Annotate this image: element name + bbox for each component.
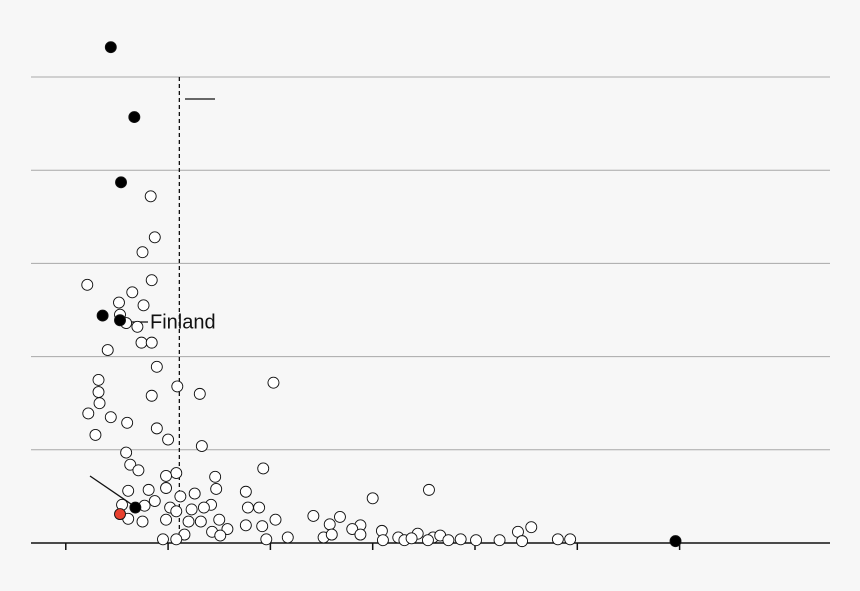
point bbox=[470, 534, 482, 547]
point bbox=[170, 533, 183, 546]
point bbox=[209, 470, 222, 483]
point bbox=[210, 482, 223, 495]
point bbox=[162, 433, 175, 446]
point bbox=[132, 464, 145, 477]
point bbox=[171, 380, 184, 393]
point bbox=[160, 469, 172, 482]
point bbox=[89, 428, 102, 441]
point bbox=[260, 533, 273, 546]
point bbox=[423, 483, 435, 496]
point bbox=[269, 513, 282, 526]
point bbox=[525, 521, 538, 534]
point bbox=[193, 387, 206, 400]
point bbox=[101, 344, 114, 357]
point bbox=[454, 533, 467, 546]
annotation-leader bbox=[89, 475, 135, 507]
point bbox=[136, 515, 149, 528]
point bbox=[114, 508, 126, 521]
point bbox=[82, 407, 95, 420]
point bbox=[92, 373, 105, 386]
point bbox=[120, 446, 133, 459]
point bbox=[170, 467, 183, 480]
point bbox=[93, 397, 106, 410]
point bbox=[257, 462, 270, 475]
point bbox=[92, 386, 105, 398]
point bbox=[96, 309, 109, 322]
point bbox=[114, 314, 126, 327]
point bbox=[145, 389, 158, 402]
point bbox=[121, 416, 134, 429]
point bbox=[197, 501, 210, 514]
point bbox=[126, 286, 139, 299]
point bbox=[160, 482, 172, 494]
point bbox=[182, 515, 195, 528]
point bbox=[113, 296, 125, 309]
point bbox=[253, 501, 266, 514]
point bbox=[170, 505, 183, 518]
point bbox=[267, 376, 280, 389]
point bbox=[323, 518, 336, 531]
point bbox=[150, 360, 163, 373]
point bbox=[160, 513, 172, 526]
point bbox=[81, 278, 94, 291]
point bbox=[131, 320, 144, 333]
point bbox=[213, 513, 226, 526]
point bbox=[551, 533, 564, 546]
point bbox=[281, 531, 294, 544]
point bbox=[194, 515, 207, 528]
point bbox=[148, 231, 161, 244]
point bbox=[366, 492, 379, 505]
point bbox=[669, 535, 682, 548]
point bbox=[307, 510, 320, 522]
point bbox=[185, 503, 198, 516]
point bbox=[421, 534, 434, 547]
point bbox=[157, 533, 169, 546]
point bbox=[174, 490, 187, 503]
point bbox=[144, 190, 157, 203]
point bbox=[334, 510, 346, 523]
point bbox=[376, 534, 389, 547]
point bbox=[124, 458, 137, 471]
point bbox=[325, 528, 338, 541]
point bbox=[142, 483, 155, 496]
point bbox=[129, 501, 142, 514]
point bbox=[564, 533, 577, 546]
point bbox=[354, 528, 367, 541]
point bbox=[516, 535, 529, 548]
point bbox=[135, 336, 148, 349]
point bbox=[256, 520, 269, 533]
point bbox=[122, 484, 135, 497]
point bbox=[188, 487, 201, 500]
point bbox=[442, 534, 455, 547]
point bbox=[346, 523, 359, 535]
point bbox=[195, 440, 208, 453]
annotation: Finland bbox=[150, 311, 216, 333]
point bbox=[241, 501, 254, 514]
point bbox=[136, 246, 149, 259]
point bbox=[145, 274, 158, 287]
point bbox=[239, 485, 252, 498]
point bbox=[493, 534, 506, 547]
point bbox=[214, 529, 227, 542]
point bbox=[104, 41, 117, 54]
point bbox=[239, 519, 252, 532]
point bbox=[128, 111, 141, 124]
point bbox=[137, 299, 150, 312]
point bbox=[150, 422, 163, 435]
point bbox=[145, 336, 158, 349]
point bbox=[115, 176, 127, 189]
point bbox=[148, 495, 161, 508]
point bbox=[104, 411, 117, 424]
point bbox=[405, 532, 418, 545]
